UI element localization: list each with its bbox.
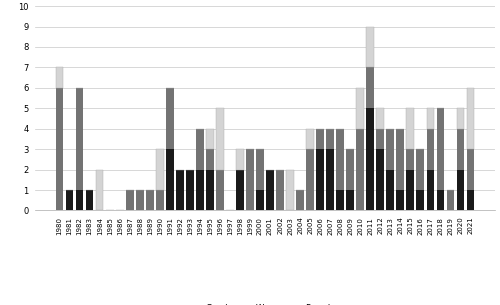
Bar	[276, 170, 284, 210]
Bar	[76, 88, 84, 190]
Bar	[66, 190, 74, 210]
Bar	[206, 129, 214, 149]
Bar	[456, 108, 464, 129]
Bar	[296, 190, 304, 210]
Bar	[406, 149, 414, 170]
Bar	[236, 149, 244, 170]
Bar	[216, 170, 224, 210]
Bar	[156, 190, 164, 210]
Bar	[96, 170, 104, 210]
Bar	[246, 149, 254, 210]
Bar	[356, 129, 364, 210]
Bar	[306, 129, 314, 149]
Bar	[456, 170, 464, 210]
Bar	[456, 129, 464, 170]
Bar	[356, 88, 364, 129]
Bar	[346, 149, 354, 190]
Bar	[426, 108, 434, 129]
Bar	[406, 170, 414, 210]
Bar	[376, 149, 384, 210]
Bar	[156, 149, 164, 190]
Bar	[436, 108, 444, 190]
Bar	[466, 190, 474, 210]
Bar	[306, 149, 314, 210]
Bar	[166, 149, 173, 210]
Bar	[406, 108, 414, 149]
Bar	[446, 190, 454, 210]
Bar	[266, 170, 274, 210]
Bar	[416, 190, 424, 210]
Bar	[396, 129, 404, 190]
Bar	[206, 149, 214, 170]
Bar	[56, 88, 64, 210]
Bar	[136, 190, 143, 210]
Bar	[426, 170, 434, 210]
Bar	[386, 170, 394, 210]
Bar	[366, 108, 374, 210]
Bar	[86, 190, 94, 210]
Bar	[316, 129, 324, 149]
Bar	[196, 129, 203, 170]
Bar	[466, 88, 474, 149]
Bar	[76, 190, 84, 210]
Bar	[196, 170, 203, 210]
Bar	[316, 149, 324, 210]
Bar	[186, 170, 194, 210]
Bar	[426, 129, 434, 170]
Bar	[346, 190, 354, 210]
Bar	[256, 149, 264, 190]
Bar	[336, 190, 344, 210]
Bar	[386, 129, 394, 170]
Bar	[396, 190, 404, 210]
Bar	[236, 170, 244, 210]
Bar	[466, 149, 474, 190]
Bar	[366, 27, 374, 67]
Bar	[376, 108, 384, 129]
Bar	[376, 129, 384, 149]
Bar	[326, 129, 334, 149]
Bar	[206, 170, 214, 210]
Bar	[176, 170, 184, 210]
Bar	[216, 108, 224, 170]
Legend: Gender, Women, Female: Gender, Women, Female	[191, 300, 339, 305]
Bar	[166, 88, 173, 149]
Bar	[286, 170, 294, 210]
Bar	[326, 149, 334, 210]
Bar	[256, 190, 264, 210]
Bar	[146, 190, 154, 210]
Bar	[336, 129, 344, 190]
Bar	[436, 190, 444, 210]
Bar	[416, 149, 424, 190]
Bar	[366, 67, 374, 108]
Bar	[56, 67, 64, 88]
Bar	[126, 190, 134, 210]
